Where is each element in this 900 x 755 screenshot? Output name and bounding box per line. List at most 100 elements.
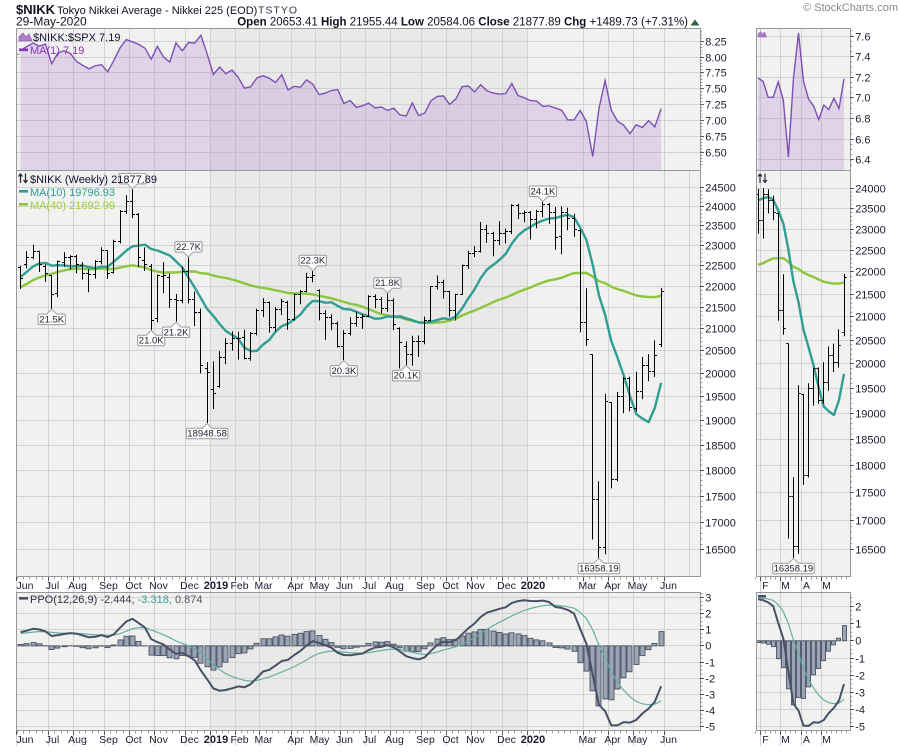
svg-text:Oct: Oct <box>442 580 458 592</box>
svg-text:Oct: Oct <box>442 734 458 746</box>
svg-text:Apr: Apr <box>287 734 304 746</box>
svg-text:21500: 21500 <box>705 303 736 315</box>
svg-text:MA(10) 19796.93: MA(10) 19796.93 <box>30 187 115 199</box>
svg-text:Aug: Aug <box>385 734 404 746</box>
svg-text:May: May <box>310 580 331 592</box>
svg-text:Jul: Jul <box>46 734 59 746</box>
svg-text:TSTYO: TSTYO <box>258 5 298 17</box>
svg-text:MA(40) 21692.99: MA(40) 21692.99 <box>30 200 115 212</box>
svg-text:-3: -3 <box>855 688 865 700</box>
svg-text:17500: 17500 <box>705 492 736 504</box>
svg-text:MA(1) 7.19: MA(1) 7.19 <box>30 45 84 57</box>
svg-text:F: F <box>762 580 768 592</box>
svg-text:-4: -4 <box>855 705 865 717</box>
svg-text:18000: 18000 <box>855 461 886 473</box>
svg-text:20500: 20500 <box>705 346 736 358</box>
svg-text:0: 0 <box>705 641 711 653</box>
svg-text:24.1K: 24.1K <box>530 186 555 197</box>
svg-text:0: 0 <box>855 636 861 648</box>
svg-text:-5: -5 <box>705 722 715 734</box>
svg-text:20.3K: 20.3K <box>331 366 356 377</box>
svg-text:6.4: 6.4 <box>855 155 870 167</box>
svg-text:21.8K: 21.8K <box>375 278 400 289</box>
svg-text:20000: 20000 <box>705 369 736 381</box>
svg-text:19000: 19000 <box>855 409 886 421</box>
svg-text:Feb: Feb <box>230 580 248 592</box>
svg-text:Mar: Mar <box>254 580 273 592</box>
svg-text:24500: 24500 <box>705 183 736 195</box>
svg-text:Jun: Jun <box>660 580 677 592</box>
svg-text:19000: 19000 <box>705 416 736 428</box>
svg-text:18500: 18500 <box>855 435 886 447</box>
svg-text:Dec: Dec <box>497 734 516 746</box>
svg-text:-1: -1 <box>705 658 715 670</box>
svg-text:6.8: 6.8 <box>855 114 870 126</box>
svg-text:Sep: Sep <box>99 580 118 592</box>
svg-text:22500: 22500 <box>705 261 736 273</box>
svg-text:7.75: 7.75 <box>705 68 726 80</box>
svg-text:22500: 22500 <box>855 246 886 258</box>
svg-text:Nov: Nov <box>466 734 485 746</box>
svg-text:18500: 18500 <box>705 441 736 453</box>
svg-text:Apr: Apr <box>604 734 621 746</box>
svg-text:May: May <box>628 734 649 746</box>
svg-text:21000: 21000 <box>705 324 736 336</box>
svg-text:-5: -5 <box>855 722 865 734</box>
svg-text:Sep: Sep <box>416 734 435 746</box>
svg-text:A: A <box>803 580 810 592</box>
svg-text:20.1K: 20.1K <box>394 371 419 382</box>
svg-text:Tokyo Nikkei Average - Nikkei: Tokyo Nikkei Average - Nikkei 225 (EOD) <box>57 5 257 17</box>
svg-text:3: 3 <box>705 593 711 605</box>
svg-text:7.50: 7.50 <box>705 84 726 96</box>
svg-text:Apr: Apr <box>287 580 304 592</box>
svg-text:Mar: Mar <box>578 580 597 592</box>
svg-text:Jun: Jun <box>17 580 34 592</box>
svg-text:8.25: 8.25 <box>705 37 726 49</box>
svg-text:2020: 2020 <box>521 734 545 746</box>
svg-text:A: A <box>803 734 810 746</box>
svg-text:24000: 24000 <box>855 184 886 196</box>
svg-text:Mar: Mar <box>254 734 273 746</box>
svg-text:-2: -2 <box>855 671 865 683</box>
svg-text:24000: 24000 <box>705 202 736 214</box>
svg-text:Jun: Jun <box>660 734 677 746</box>
svg-text:2019: 2019 <box>204 580 228 592</box>
svg-text:18000: 18000 <box>705 466 736 478</box>
svg-text:© StockCharts.com: © StockCharts.com <box>803 2 898 14</box>
svg-text:22000: 22000 <box>705 282 736 294</box>
svg-text:20000: 20000 <box>855 359 886 371</box>
svg-text:21.5K: 21.5K <box>39 314 64 325</box>
svg-text:18948.58: 18948.58 <box>187 429 227 440</box>
svg-text:Jul: Jul <box>46 580 59 592</box>
svg-text:7.00: 7.00 <box>705 116 726 128</box>
svg-text:M: M <box>822 580 831 592</box>
svg-text:7.0: 7.0 <box>855 93 870 105</box>
svg-text:19500: 19500 <box>705 392 736 404</box>
svg-text:Aug: Aug <box>68 734 87 746</box>
svg-text:Sep: Sep <box>99 734 118 746</box>
svg-text:19500: 19500 <box>855 384 886 396</box>
svg-text:7.2: 7.2 <box>855 73 870 85</box>
svg-text:23500: 23500 <box>855 204 886 216</box>
svg-text:-1: -1 <box>855 654 865 666</box>
svg-text:Nov: Nov <box>149 734 168 746</box>
svg-text:2020: 2020 <box>521 580 545 592</box>
svg-text:16500: 16500 <box>705 545 736 557</box>
svg-text:7.25: 7.25 <box>705 100 726 112</box>
svg-text:Oct: Oct <box>125 734 141 746</box>
svg-text:Jun: Jun <box>17 734 34 746</box>
svg-text:Mar: Mar <box>578 734 597 746</box>
svg-text:Nov: Nov <box>466 580 485 592</box>
svg-text:7.4: 7.4 <box>855 52 870 64</box>
svg-text:Apr: Apr <box>604 580 621 592</box>
svg-text:Jun: Jun <box>336 580 353 592</box>
svg-text:Feb: Feb <box>230 734 248 746</box>
svg-text:21500: 21500 <box>855 290 886 302</box>
svg-text:6.50: 6.50 <box>705 148 726 160</box>
svg-text:M: M <box>781 580 790 592</box>
svg-text:M: M <box>781 734 790 746</box>
svg-text:1: 1 <box>705 625 711 637</box>
svg-text:16358.19: 16358.19 <box>774 564 814 575</box>
svg-text:16358.19: 16358.19 <box>579 564 619 575</box>
svg-text:Nov: Nov <box>149 580 168 592</box>
